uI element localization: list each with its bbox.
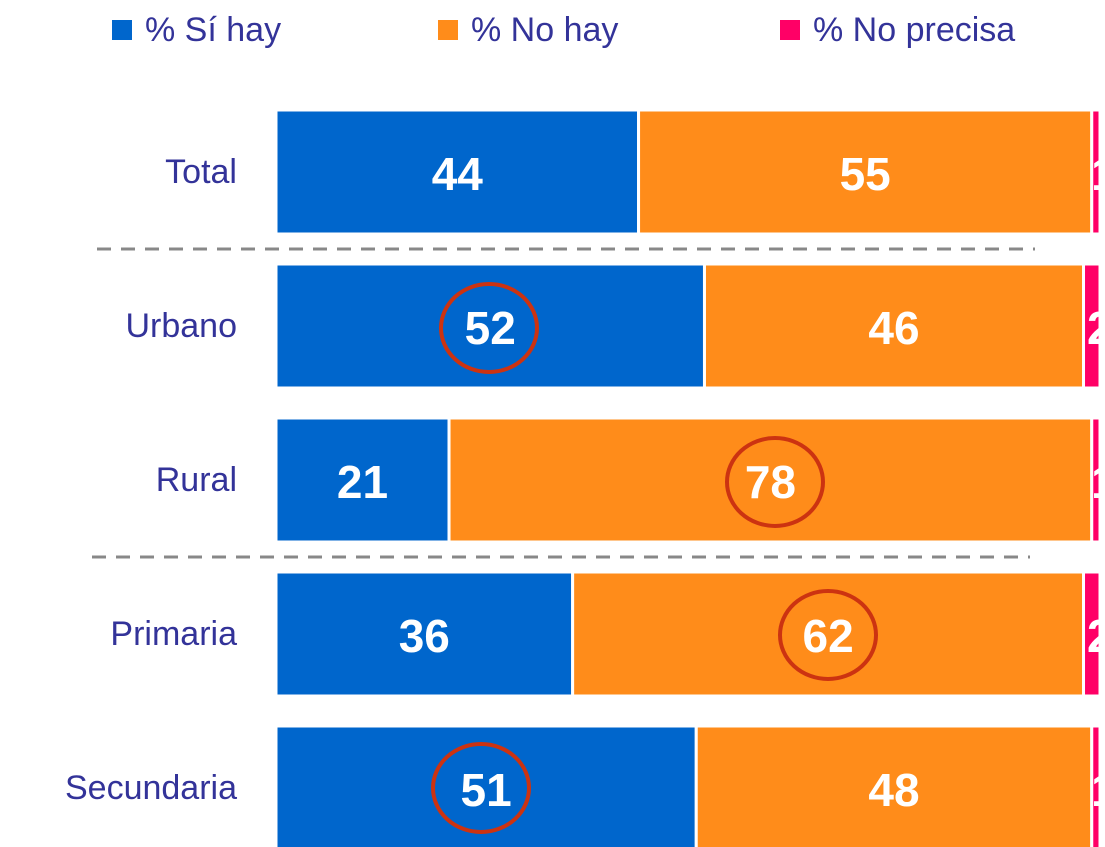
bar-segment [1082,262,1102,390]
category-label: Rural [156,461,237,499]
legend-label: % No precisa [813,11,1015,49]
bar-segment [1090,108,1102,236]
value-label: 78 [745,456,796,508]
legend-label: % Sí hay [145,11,281,49]
bar-segment [1090,724,1102,847]
value-label: 2 [1087,610,1105,662]
bar-segment [274,416,451,544]
category-label: Urbano [125,307,237,345]
bar-segment [694,724,1094,847]
value-label: 1 [1091,148,1105,200]
legend-swatch [438,20,458,40]
bar-segment [1090,416,1102,544]
value-label: 21 [337,456,388,508]
value-label: 55 [840,148,891,200]
value-label: 52 [465,302,516,354]
legend-label: % No hay [471,11,618,49]
value-label: 1 [1091,764,1105,816]
category-label: Primaria [110,615,237,653]
value-label: 44 [432,148,484,200]
value-label: 51 [461,764,512,816]
value-label: 46 [868,302,919,354]
legend-swatch [780,20,800,40]
legend-swatch [112,20,132,40]
highlight-circle [439,282,539,374]
category-label: Secundaria [65,769,237,807]
value-label: 1 [1091,456,1105,508]
value-label: 62 [802,610,853,662]
bar-segment [274,108,641,236]
bar-segment [637,108,1094,236]
highlight-circle [725,436,825,528]
value-label: 2 [1087,302,1105,354]
value-label: 48 [868,764,919,816]
highlight-circle [778,589,878,681]
highlight-circle [431,742,531,834]
bar-segment [1082,570,1102,698]
value-label: 36 [399,610,450,662]
category-label: Total [165,153,237,191]
